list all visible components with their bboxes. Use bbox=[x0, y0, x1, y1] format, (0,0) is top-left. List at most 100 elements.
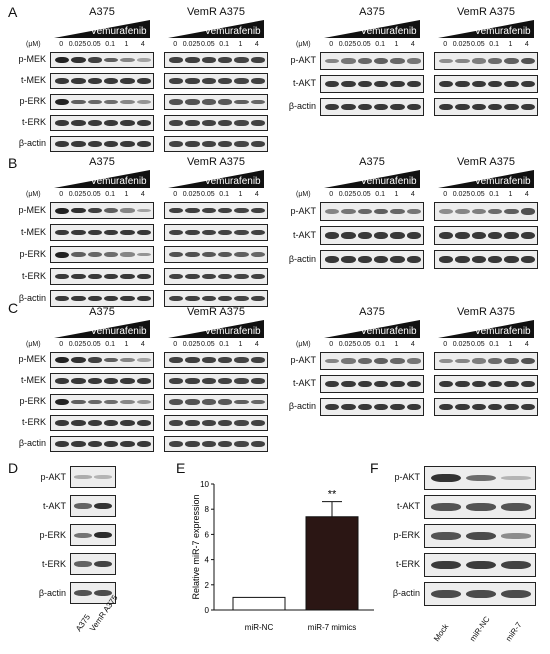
panel-c-vemr-left-dose: 0.025 bbox=[182, 341, 201, 348]
panel-c-a375-right-blot-1-band bbox=[341, 380, 356, 388]
panel-f-band bbox=[501, 561, 531, 569]
panel-a-vemr-right-blot-2 bbox=[434, 98, 538, 116]
panel-a-a375-left-blot-4 bbox=[50, 136, 154, 152]
panel-d-band bbox=[94, 475, 112, 479]
panel-c-a375-left-blot-3-band bbox=[120, 420, 135, 426]
panel-c-a375-right-row-label: t-AKT bbox=[292, 378, 316, 388]
panel-c-vemr-left-blot-3-band bbox=[201, 420, 216, 426]
panel-d-band bbox=[74, 590, 92, 596]
panel-c-vemr-right-blot-0-band bbox=[488, 358, 503, 364]
panel-b-a375-right-unit: (μM) bbox=[296, 191, 311, 198]
panel-b-vemr-left-blot-4-band bbox=[250, 295, 265, 302]
panel-f-blot-2 bbox=[424, 524, 536, 548]
panel-b-vemr-left-blot-1-band bbox=[201, 229, 216, 236]
panel-c-vemr-left-blot-1-band bbox=[234, 378, 249, 384]
panel-b-a375-left-row-label: p-ERK bbox=[19, 248, 46, 259]
panel-a-a375-left-blot-4-band bbox=[136, 141, 151, 147]
panel-a-vemr-left-blot-2 bbox=[164, 94, 268, 110]
panel-d-row-label: t-ERK bbox=[41, 559, 66, 569]
panel-a-vemr-left-blot-4-band bbox=[185, 141, 200, 147]
panel-c-a375-left-row-label: β-actin bbox=[18, 438, 46, 448]
panel-b-vemr-right-dose: 0.025 bbox=[452, 191, 471, 198]
panel-letter-c: C bbox=[8, 300, 19, 316]
panel-a-vemr-left-blot-0-band bbox=[234, 57, 249, 63]
panel-b-vemr-left-blot-0-band bbox=[218, 207, 233, 214]
panel-letter-d: D bbox=[8, 460, 19, 476]
panel-a-vemr-right-dose: 1 bbox=[508, 41, 513, 48]
panel-c-a375-right-blot-2-band bbox=[325, 403, 340, 411]
panel-a-vemr-right-blot-2-band bbox=[439, 103, 454, 111]
panel-c-vemr-left-blot-1-band bbox=[218, 378, 233, 384]
panel-a-vemr-left-blot-1-band bbox=[201, 78, 216, 84]
x-tick-label: miR-NC bbox=[245, 623, 274, 632]
panel-a-a375-left-blot-1-band bbox=[104, 78, 119, 84]
panel-a-a375-left-blot-0-band bbox=[55, 57, 70, 63]
panel-a-a375-right-wedge bbox=[324, 20, 420, 38]
panel-f-band bbox=[501, 533, 531, 539]
panel-c-vemr-right-blot-2-band bbox=[439, 403, 454, 411]
panel-b-a375-right-blot-0-band bbox=[341, 208, 356, 215]
panel-a-vemr-left-blot-1-band bbox=[234, 78, 249, 84]
panel-b-vemr-left-blot-0 bbox=[164, 202, 268, 219]
panel-b-a375-left-blot-3-band bbox=[55, 273, 70, 280]
panel-b-a375-right-drug-label: Vemurafenib bbox=[360, 176, 417, 187]
panel-c-a375-left-blot-0-band bbox=[55, 357, 70, 363]
panel-f-lane-label: miR-7 bbox=[504, 620, 524, 644]
panel-a-a375-left-blot-2-band bbox=[55, 99, 70, 105]
panel-f-band bbox=[431, 560, 461, 570]
panel-c-vemr-left-blot-4-band bbox=[201, 441, 216, 447]
panel-a-vemr-right-dose: 0.05 bbox=[471, 41, 485, 48]
panel-a-vemr-right-blot-2-band bbox=[455, 103, 470, 111]
panel-c-a375-left-blot-2-band bbox=[71, 399, 86, 405]
panel-b-vemr-right-blot-0-band bbox=[488, 208, 503, 215]
panel-d-blot-3 bbox=[70, 553, 116, 575]
panel-a-vemr-right-blot-0-band bbox=[471, 58, 486, 64]
panel-c-a375-left-dose: 0.025 bbox=[68, 341, 87, 348]
panel-a-vemr-right-title: VemR A375 bbox=[456, 6, 516, 18]
panel-c-a375-right-blot-2-band bbox=[374, 403, 389, 411]
panel-a-a375-left-blot-1 bbox=[50, 73, 154, 89]
panel-c-a375-right-blot-0-band bbox=[325, 358, 340, 364]
panel-a-a375-left-dose: 0.05 bbox=[87, 41, 101, 48]
panel-a-a375-right-blot-0-band bbox=[390, 58, 405, 64]
panel-c-a375-left-dose: 0.1 bbox=[105, 341, 116, 348]
panel-c-a375-left-blot-1 bbox=[50, 373, 154, 389]
panel-c-a375-right-dose: 0.025 bbox=[338, 341, 357, 348]
panel-b-vemr-left-blot-4-band bbox=[234, 295, 249, 302]
panel-c-a375-right-row-label: β-actin bbox=[288, 401, 316, 411]
panel-b-vemr-right-blot-0 bbox=[434, 202, 538, 221]
panel-b-a375-left-blot-0-band bbox=[120, 208, 135, 213]
panel-b-vemr-right-dose: 4 bbox=[524, 191, 529, 198]
panel-b-a375-right-blot-2-band bbox=[341, 256, 356, 263]
panel-b-a375-right-dose: 1 bbox=[394, 191, 399, 198]
panel-c-vemr-left-blot-2-band bbox=[185, 399, 200, 405]
panel-letter-f: F bbox=[370, 460, 379, 476]
panel-b-a375-left-blot-2-band bbox=[71, 252, 86, 257]
panel-b-a375-right-row-label: β-actin bbox=[288, 253, 316, 264]
panel-c-vemr-left-blot-2-band bbox=[250, 399, 265, 405]
panel-a-vemr-left-dose: 4 bbox=[254, 41, 259, 48]
panel-f-band bbox=[431, 473, 461, 483]
panel-a-a375-right-row-label: p-AKT bbox=[290, 55, 316, 65]
panel-c-vemr-left-blot-3-band bbox=[185, 420, 200, 426]
panel-a-a375-right-blot-0 bbox=[320, 52, 424, 70]
panel-b-a375-left-row-label: p-MEK bbox=[18, 204, 46, 215]
panel-b-vemr-right-wedge bbox=[438, 170, 534, 188]
panel-c-vemr-right-drug-label: Vemurafenib bbox=[474, 326, 531, 337]
panel-a-vemr-left-title: VemR A375 bbox=[186, 6, 246, 18]
panel-d-blot-0 bbox=[70, 466, 116, 488]
panel-b-a375-right-blot-1-band bbox=[341, 232, 356, 239]
panel-c-vemr-right-blot-1-band bbox=[471, 380, 486, 388]
panel-c-a375-left-blot-3-band bbox=[71, 420, 86, 426]
panel-letter-a: A bbox=[8, 4, 18, 20]
panel-c-vemr-left-blot-2-band bbox=[169, 399, 184, 405]
panel-a-vemr-left-blot-1-band bbox=[218, 78, 233, 84]
panel-b-a375-left-unit: (μM) bbox=[26, 191, 41, 198]
panel-c-vemr-right-dose: 0.05 bbox=[471, 341, 485, 348]
panel-a-vemr-left-blot-3-band bbox=[185, 120, 200, 126]
panel-a-vemr-left-blot-0-band bbox=[218, 57, 233, 63]
panel-f-lane-label: miR-NC bbox=[468, 614, 492, 644]
panel-a-vemr-right-blot-2-band bbox=[520, 103, 535, 111]
panel-b-a375-left-blot-3-band bbox=[120, 273, 135, 280]
panel-c-a375-right-dose: 1 bbox=[394, 341, 399, 348]
